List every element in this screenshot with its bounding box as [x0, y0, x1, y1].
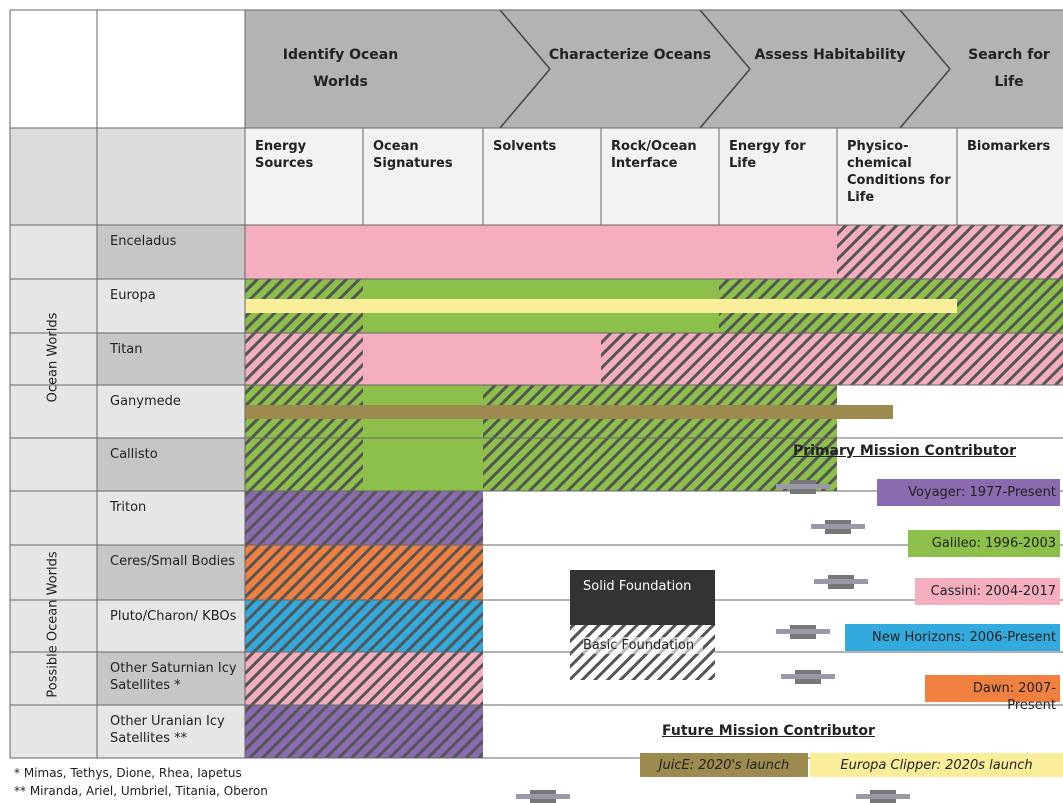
mission-swatch: [925, 675, 1060, 702]
rule: [499, 9, 551, 70]
label: Rock/Ocean Interface: [611, 139, 697, 171]
mission-swatch: [810, 753, 1063, 777]
group-cell: [10, 225, 97, 491]
label: Triton: [110, 500, 147, 515]
label: Callisto: [110, 447, 158, 462]
spacecraft-panel: [776, 484, 830, 489]
coverage-fill: [245, 652, 483, 705]
row-label-cell: [97, 652, 245, 705]
label: Europa: [110, 288, 156, 303]
label: Energy for Life: [729, 139, 806, 171]
label: Future Mission Contributor: [662, 723, 875, 739]
label: Assess Habitability: [754, 47, 906, 63]
row-label-cell: [97, 225, 245, 279]
label: JuicE: 2020's launch: [658, 758, 790, 773]
row-label-cell: [97, 385, 245, 438]
label: Identify Ocean Worlds: [282, 47, 399, 90]
coverage-fill: [363, 333, 601, 385]
label: Possible Ocean Worlds: [45, 551, 61, 698]
label: Search for Life: [968, 47, 1050, 90]
coverage-fill: [245, 545, 483, 600]
label: Europa Clipper: 2020s launch: [840, 758, 1033, 773]
label: Primary Mission Contributor: [793, 443, 1017, 459]
label: Basic Foundation: [583, 637, 703, 654]
group-cell: [10, 491, 97, 758]
label: Enceladus: [110, 234, 177, 249]
mission-swatch: [877, 479, 1060, 506]
mission-swatch: [915, 578, 1060, 605]
label: Physico-chemical Conditions for Life: [847, 139, 951, 205]
mission-swatch: [908, 530, 1060, 557]
label: Biomarkers: [967, 139, 1051, 154]
row-label-cell: [97, 491, 245, 545]
label: Solid Foundation: [583, 579, 692, 594]
coverage-fill: [601, 333, 1063, 385]
label: Ocean Signatures: [373, 139, 453, 171]
rule: [499, 68, 551, 129]
label: Ocean Worlds: [45, 312, 61, 403]
label: Voyager: 1977-Present: [908, 485, 1056, 500]
label: Characterize Oceans: [548, 47, 712, 63]
mission-swatch: [845, 624, 1060, 651]
solid-swatch: [570, 570, 715, 625]
label: Pluto/Charon/ KBOs: [110, 609, 237, 624]
rule: [899, 9, 951, 70]
row-label-cell: [97, 279, 245, 333]
coverage-fill: [483, 438, 837, 491]
juice-bar: [245, 405, 893, 419]
row-label-cell: [97, 333, 245, 385]
label: * Mimas, Tethys, Dione, Rhea, Iapetus: [14, 766, 242, 780]
label: ** Miranda, Ariel, Umbriel, Titania, Obe…: [14, 784, 268, 798]
spacecraft-panel: [776, 629, 830, 634]
spacecraft-panel: [811, 524, 865, 529]
stage-band: [245, 10, 1063, 128]
rule: [699, 68, 751, 129]
coverage-fill: [245, 705, 483, 758]
label: New Horizons: 2006-Present: [871, 630, 1056, 645]
europa-clipper-bar: [245, 299, 957, 313]
label: Ganymede: [110, 394, 181, 409]
coverage-fill: [245, 225, 837, 279]
spacecraft-panel: [781, 674, 835, 679]
row-label-cell: [97, 705, 245, 758]
label: Solvents: [493, 139, 557, 154]
label: Cassini: 2004-2017: [930, 584, 1056, 599]
row-label-cell: [97, 545, 245, 600]
mission-swatch: [640, 753, 808, 777]
spacecraft-panel: [856, 794, 910, 799]
label: Titan: [110, 342, 143, 357]
coverage-fill: [245, 438, 363, 491]
rule: [899, 68, 951, 129]
label: Galileo: 1996-2003: [931, 536, 1056, 551]
label: Other Uranian Icy Satellites **: [110, 714, 225, 746]
coverage-fill: [837, 225, 1063, 279]
label: Dawn: 2007-Present: [972, 681, 1056, 713]
coverage-fill: [245, 333, 363, 385]
subheader-cells: [245, 128, 1063, 225]
rule: [699, 9, 751, 70]
spacecraft-panel: [814, 579, 868, 584]
row-label-cell: [97, 600, 245, 652]
coverage-fill: [245, 600, 483, 652]
label: Energy Sources: [255, 139, 314, 171]
coverage-fill: [363, 438, 483, 491]
label: Ceres/Small Bodies: [110, 554, 236, 569]
label: Other Saturnian Icy Satellites *: [110, 661, 237, 693]
spacecraft-panel: [516, 794, 570, 799]
row-label-cell: [97, 438, 245, 491]
coverage-fill: [245, 491, 483, 545]
